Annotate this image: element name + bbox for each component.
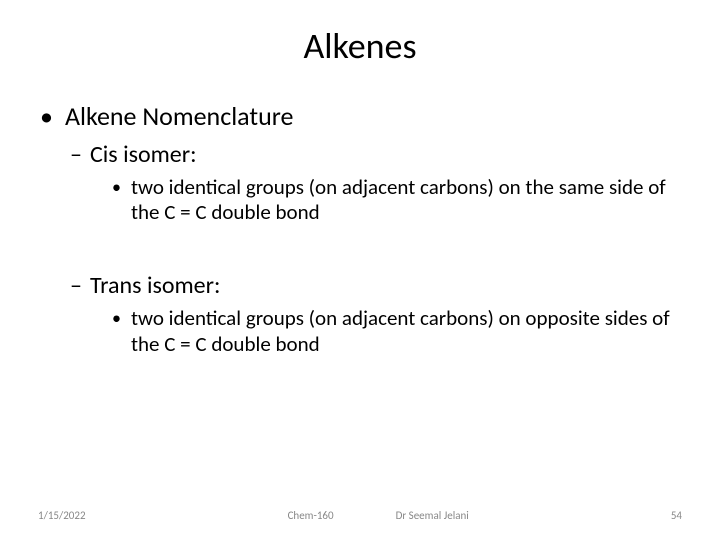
footer: 1/15/2022 Chem-160 Dr Seemal Jelani 54 [0, 509, 720, 522]
bullet-dash-icon: – [70, 140, 82, 169]
slide: Alkenes • Alkene Nomenclature – Cis isom… [0, 0, 720, 540]
trans-label: Trans isomer: [90, 271, 220, 300]
footer-date: 1/15/2022 [38, 509, 86, 522]
bullet-dot-icon: • [40, 100, 53, 132]
cis-def: two identical groups (on adjacent carbon… [131, 175, 682, 225]
bullet-level2-trans: – Trans isomer: [70, 271, 682, 300]
bullet-level3-cis-def: • two identical groups (on adjacent carb… [112, 175, 682, 225]
slide-title: Alkenes [38, 24, 682, 68]
footer-center: Chem-160 Dr Seemal Jelani [86, 509, 671, 522]
footer-author: Dr Seemal Jelani [396, 509, 469, 522]
footer-page: 54 [671, 509, 682, 522]
spacer [38, 253, 682, 271]
level1-text: Alkene Nomenclature [65, 100, 293, 132]
cis-label: Cis isomer: [90, 140, 197, 169]
bullet-dot-icon: • [112, 175, 121, 225]
bullet-level3-trans-def: • two identical groups (on adjacent carb… [112, 306, 682, 356]
bullet-dash-icon: – [70, 271, 82, 300]
footer-course: Chem-160 [288, 509, 334, 522]
trans-def: two identical groups (on adjacent carbon… [131, 306, 682, 356]
bullet-level1: • Alkene Nomenclature [38, 100, 682, 132]
bullet-level2-cis: – Cis isomer: [70, 140, 682, 169]
bullet-dot-icon: • [112, 306, 121, 356]
